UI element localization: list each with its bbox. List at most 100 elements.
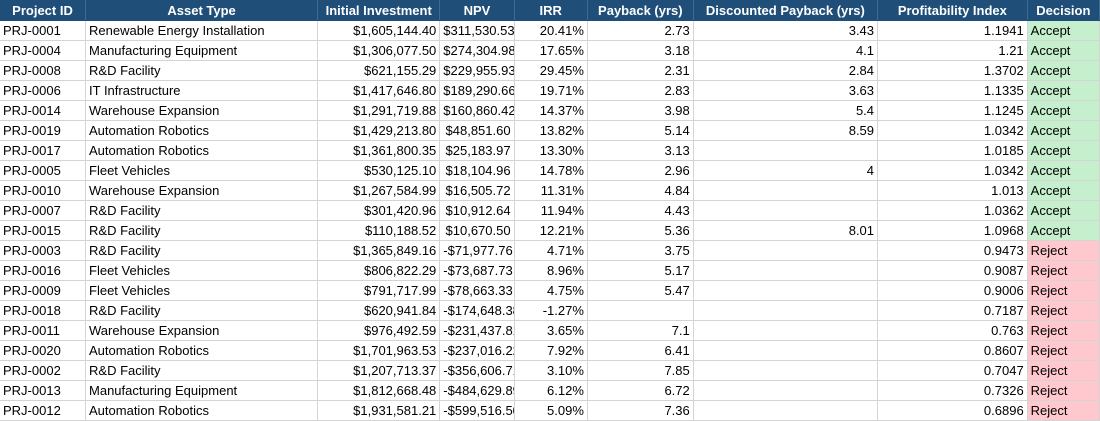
cell-discounted-payback[interactable]: 3.63: [693, 80, 879, 101]
cell-irr[interactable]: 12.21%: [514, 220, 588, 241]
cell-payback[interactable]: 6.72: [587, 380, 694, 401]
cell-asset-type[interactable]: Automation Robotics: [85, 340, 319, 361]
cell-initial-investment[interactable]: $1,291,719.88: [317, 100, 441, 121]
cell-decision[interactable]: Reject: [1027, 340, 1100, 361]
column-header-project-id[interactable]: Project ID: [0, 0, 87, 21]
column-header-asset-type[interactable]: Asset Type: [85, 0, 319, 21]
cell-npv[interactable]: -$484,629.89: [439, 380, 515, 401]
cell-npv[interactable]: -$599,516.50: [439, 400, 515, 421]
cell-discounted-payback[interactable]: [693, 260, 879, 281]
cell-profitability-index[interactable]: 1.1245: [877, 100, 1028, 121]
cell-profitability-index[interactable]: 0.763: [877, 320, 1028, 341]
cell-irr[interactable]: 5.09%: [514, 400, 588, 421]
cell-payback[interactable]: 2.31: [587, 60, 694, 81]
cell-asset-type[interactable]: Warehouse Expansion: [85, 320, 319, 341]
cell-decision[interactable]: Reject: [1027, 260, 1100, 281]
cell-irr[interactable]: 8.96%: [514, 260, 588, 281]
cell-project-id[interactable]: PRJ-0011: [0, 320, 87, 341]
cell-npv[interactable]: $10,912.64: [439, 200, 515, 221]
cell-npv[interactable]: $25,183.97: [439, 140, 515, 161]
cell-payback[interactable]: 2.83: [587, 80, 694, 101]
cell-initial-investment[interactable]: $1,365,849.16: [317, 240, 441, 261]
cell-profitability-index[interactable]: 1.0185: [877, 140, 1028, 161]
cell-profitability-index[interactable]: 0.7326: [877, 380, 1028, 401]
cell-decision[interactable]: Accept: [1027, 140, 1100, 161]
cell-project-id[interactable]: PRJ-0012: [0, 400, 87, 421]
cell-asset-type[interactable]: Automation Robotics: [85, 120, 319, 141]
cell-payback[interactable]: 4.84: [587, 180, 694, 201]
cell-irr[interactable]: 11.94%: [514, 200, 588, 221]
cell-irr[interactable]: 6.12%: [514, 380, 588, 401]
cell-asset-type[interactable]: Fleet Vehicles: [85, 160, 319, 181]
cell-decision[interactable]: Reject: [1027, 400, 1100, 421]
cell-discounted-payback[interactable]: 8.59: [693, 120, 879, 141]
cell-project-id[interactable]: PRJ-0007: [0, 200, 87, 221]
cell-initial-investment[interactable]: $1,429,213.80: [317, 120, 441, 141]
cell-discounted-payback[interactable]: [693, 180, 879, 201]
cell-asset-type[interactable]: Automation Robotics: [85, 140, 319, 161]
cell-profitability-index[interactable]: 0.8607: [877, 340, 1028, 361]
cell-initial-investment[interactable]: $301,420.96: [317, 200, 441, 221]
cell-npv[interactable]: $274,304.98: [439, 40, 515, 61]
cell-profitability-index[interactable]: 1.013: [877, 180, 1028, 201]
cell-asset-type[interactable]: R&D Facility: [85, 60, 319, 81]
column-header-discounted-payback[interactable]: Discounted Payback (yrs): [693, 0, 879, 21]
cell-project-id[interactable]: PRJ-0009: [0, 280, 87, 301]
cell-discounted-payback[interactable]: 5.4: [693, 100, 879, 121]
cell-discounted-payback[interactable]: [693, 200, 879, 221]
cell-irr[interactable]: 4.75%: [514, 280, 588, 301]
cell-discounted-payback[interactable]: 8.01: [693, 220, 879, 241]
cell-payback[interactable]: 3.98: [587, 100, 694, 121]
cell-payback[interactable]: 2.73: [587, 20, 694, 41]
cell-initial-investment[interactable]: $1,207,713.37: [317, 360, 441, 381]
cell-profitability-index[interactable]: 1.0968: [877, 220, 1028, 241]
cell-asset-type[interactable]: Warehouse Expansion: [85, 100, 319, 121]
cell-initial-investment[interactable]: $1,812,668.48: [317, 380, 441, 401]
cell-irr[interactable]: 13.30%: [514, 140, 588, 161]
cell-project-id[interactable]: PRJ-0010: [0, 180, 87, 201]
cell-discounted-payback[interactable]: [693, 380, 879, 401]
cell-discounted-payback[interactable]: 3.43: [693, 20, 879, 41]
cell-project-id[interactable]: PRJ-0006: [0, 80, 87, 101]
cell-profitability-index[interactable]: 1.1335: [877, 80, 1028, 101]
column-header-payback[interactable]: Payback (yrs): [587, 0, 694, 21]
cell-decision[interactable]: Accept: [1027, 220, 1100, 241]
cell-profitability-index[interactable]: 1.1941: [877, 20, 1028, 41]
column-header-irr[interactable]: IRR: [514, 0, 588, 21]
cell-project-id[interactable]: PRJ-0004: [0, 40, 87, 61]
cell-profitability-index[interactable]: 0.9473: [877, 240, 1028, 261]
cell-discounted-payback[interactable]: 4: [693, 160, 879, 181]
cell-initial-investment[interactable]: $806,822.29: [317, 260, 441, 281]
cell-discounted-payback[interactable]: [693, 280, 879, 301]
cell-decision[interactable]: Accept: [1027, 100, 1100, 121]
cell-npv[interactable]: $16,505.72: [439, 180, 515, 201]
cell-initial-investment[interactable]: $110,188.52: [317, 220, 441, 241]
cell-discounted-payback[interactable]: [693, 240, 879, 261]
cell-profitability-index[interactable]: 1.0342: [877, 160, 1028, 181]
cell-project-id[interactable]: PRJ-0014: [0, 100, 87, 121]
cell-payback[interactable]: 5.14: [587, 120, 694, 141]
cell-decision[interactable]: Accept: [1027, 40, 1100, 61]
cell-decision[interactable]: Reject: [1027, 240, 1100, 261]
cell-payback[interactable]: 4.43: [587, 200, 694, 221]
cell-project-id[interactable]: PRJ-0018: [0, 300, 87, 321]
cell-asset-type[interactable]: Automation Robotics: [85, 400, 319, 421]
cell-npv[interactable]: -$174,648.38: [439, 300, 515, 321]
cell-payback[interactable]: 7.1: [587, 320, 694, 341]
cell-asset-type[interactable]: Warehouse Expansion: [85, 180, 319, 201]
cell-irr[interactable]: 29.45%: [514, 60, 588, 81]
cell-asset-type[interactable]: Fleet Vehicles: [85, 260, 319, 281]
cell-project-id[interactable]: PRJ-0008: [0, 60, 87, 81]
cell-discounted-payback[interactable]: [693, 340, 879, 361]
cell-irr[interactable]: 14.37%: [514, 100, 588, 121]
cell-decision[interactable]: Accept: [1027, 180, 1100, 201]
cell-profitability-index[interactable]: 0.7047: [877, 360, 1028, 381]
cell-initial-investment[interactable]: $1,931,581.21: [317, 400, 441, 421]
cell-initial-investment[interactable]: $1,361,800.35: [317, 140, 441, 161]
cell-initial-investment[interactable]: $976,492.59: [317, 320, 441, 341]
cell-asset-type[interactable]: Manufacturing Equipment: [85, 380, 319, 401]
column-header-npv[interactable]: NPV: [439, 0, 515, 21]
cell-discounted-payback[interactable]: [693, 320, 879, 341]
cell-npv[interactable]: -$73,687.73: [439, 260, 515, 281]
cell-payback[interactable]: [587, 300, 694, 321]
